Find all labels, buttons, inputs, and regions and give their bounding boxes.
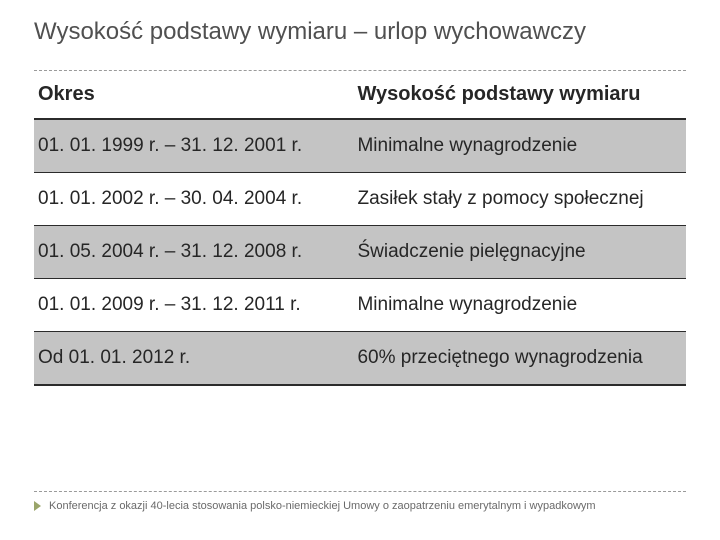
chevron-right-icon bbox=[34, 501, 41, 511]
divider-bottom bbox=[34, 491, 686, 492]
footer-text: Konferencja z okazji 40-lecia stosowania… bbox=[49, 500, 596, 512]
table-cell: Świadczenie pielęgnacyjne bbox=[353, 226, 686, 279]
table-cell: 01. 05. 2004 r. – 31. 12. 2008 r. bbox=[34, 226, 353, 279]
table-row: Od 01. 01. 2012 r.60% przeciętnego wynag… bbox=[34, 332, 686, 386]
page-title: Wysokość podstawy wymiaru – urlop wychow… bbox=[34, 18, 686, 46]
table-cell: Minimalne wynagrodzenie bbox=[353, 119, 686, 173]
table-row: 01. 01. 1999 r. – 31. 12. 2001 r.Minimal… bbox=[34, 119, 686, 173]
table-cell: Minimalne wynagrodzenie bbox=[353, 279, 686, 332]
col-header-amount: Wysokość podstawy wymiaru bbox=[353, 71, 686, 119]
footer: Konferencja z okazji 40-lecia stosowania… bbox=[34, 491, 686, 512]
table-row: 01. 05. 2004 r. – 31. 12. 2008 r.Świadcz… bbox=[34, 226, 686, 279]
table-cell: 01. 01. 2002 r. – 30. 04. 2004 r. bbox=[34, 173, 353, 226]
table-cell: 01. 01. 1999 r. – 31. 12. 2001 r. bbox=[34, 119, 353, 173]
table-cell: 60% przeciętnego wynagrodzenia bbox=[353, 332, 686, 386]
col-header-period: Okres bbox=[34, 71, 353, 119]
table-header-row: Okres Wysokość podstawy wymiaru bbox=[34, 71, 686, 119]
table-cell: Od 01. 01. 2012 r. bbox=[34, 332, 353, 386]
table-cell: Zasiłek stały z pomocy społecznej bbox=[353, 173, 686, 226]
data-table: Okres Wysokość podstawy wymiaru 01. 01. … bbox=[34, 71, 686, 386]
table-row: 01. 01. 2009 r. – 31. 12. 2011 r.Minimal… bbox=[34, 279, 686, 332]
table-body: 01. 01. 1999 r. – 31. 12. 2001 r.Minimal… bbox=[34, 119, 686, 385]
table-cell: 01. 01. 2009 r. – 31. 12. 2011 r. bbox=[34, 279, 353, 332]
table-row: 01. 01. 2002 r. – 30. 04. 2004 r.Zasiłek… bbox=[34, 173, 686, 226]
